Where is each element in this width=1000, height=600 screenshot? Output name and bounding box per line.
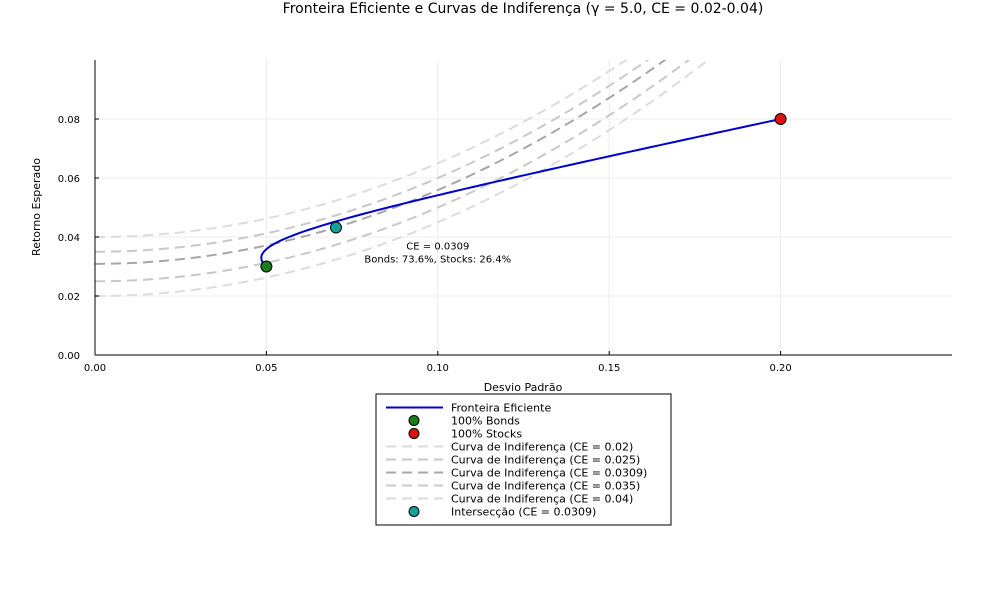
grid	[94, 60, 952, 356]
y-axis-label: Retorno Esperado	[30, 158, 43, 256]
legend-label-5: Curva de Indiferença (CE = 0.0309)	[451, 467, 647, 480]
legend-swatch-8	[408, 506, 420, 517]
legend-label-1: 100% Bonds	[451, 415, 520, 428]
y-tick-label-2: 0.04	[58, 233, 80, 244]
legend-label-0: Fronteira Eficiente	[451, 402, 551, 415]
y-tick-label-3: 0.06	[58, 174, 80, 185]
legend-swatch-2	[408, 428, 420, 439]
legend-label-3: Curva de Indiferença (CE = 0.02)	[451, 441, 633, 454]
legend-label-2: 100% Stocks	[451, 428, 522, 441]
y-ticks: 0.00 0.02 0.04 0.06 0.08	[58, 115, 99, 362]
indifference-curve-3	[95, 60, 650, 253]
y-tick-label-4: 0.08	[58, 115, 80, 126]
indifference-curve-4	[95, 60, 628, 238]
x-ticks: 0.00 0.05 0.10 0.15 0.20	[84, 351, 792, 374]
y-tick-label-1: 0.02	[58, 292, 80, 303]
point-1	[774, 113, 787, 125]
x-tick-label-1: 0.05	[255, 363, 277, 374]
intersection-annotation-weights: Bonds: 73.6%, Stocks: 26.4%	[364, 255, 511, 266]
point-0	[260, 260, 273, 273]
x-tick-label-0: 0.00	[84, 363, 106, 374]
x-tick-label-3: 0.15	[598, 363, 620, 374]
data-points	[260, 113, 787, 273]
intersection-point	[329, 221, 342, 234]
indifference-curve-0	[95, 60, 710, 297]
legend-label-4: Curva de Indiferença (CE = 0.025)	[451, 454, 640, 467]
chart-title: Fronteira Eficiente e Curvas de Indifere…	[283, 1, 764, 17]
legend-swatch-1	[408, 415, 420, 426]
legend-label-6: Curva de Indiferença (CE = 0.035)	[451, 480, 640, 493]
indifference-curve-2	[95, 60, 667, 265]
legend-label-7: Curva de Indiferença (CE = 0.04)	[451, 493, 633, 506]
indifference-curves	[95, 60, 710, 297]
legend-label-8: Intersecção (CE = 0.0309)	[451, 506, 596, 519]
y-tick-label-0: 0.00	[58, 351, 80, 362]
x-axis-label: Desvio Padrão	[484, 381, 563, 394]
indifference-curve-1	[95, 60, 691, 283]
x-tick-label-2: 0.10	[427, 363, 449, 374]
efficient-frontier-line	[260, 118, 781, 268]
x-tick-label-4: 0.20	[769, 363, 791, 374]
intersection-annotation-ce: CE = 0.0309	[406, 242, 469, 253]
